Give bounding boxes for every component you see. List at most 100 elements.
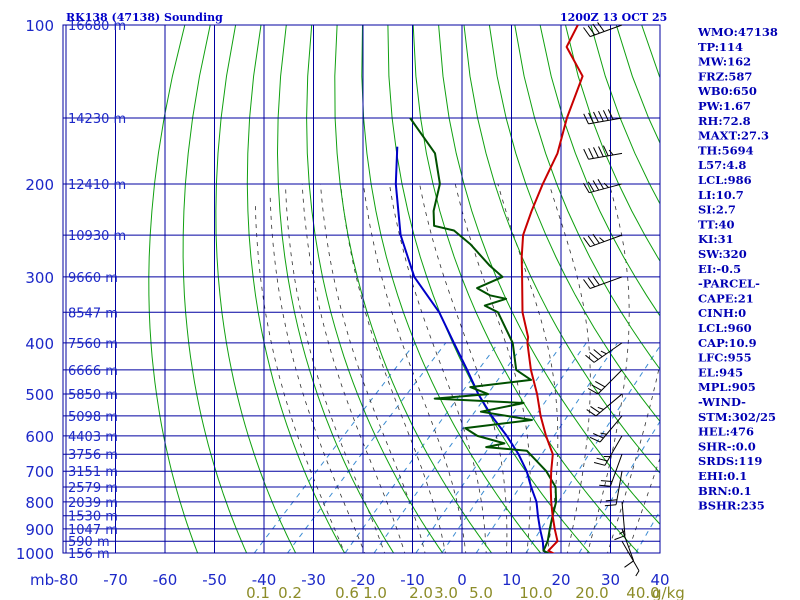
chart-title: RK138 (47138) Sounding (66, 11, 223, 24)
dry-adiabat (276, 25, 395, 553)
pressure-tick-label: 400 (25, 335, 54, 353)
x-tick-label: -80 (54, 571, 79, 589)
wind-barb-flag (583, 237, 591, 247)
wind-barb-flag (592, 275, 600, 286)
index-item: TT:40 (698, 217, 735, 231)
wind-barb-flag (593, 147, 599, 158)
dry-adiabat (215, 25, 297, 553)
index-item: CAPE:21 (698, 291, 754, 305)
pressure-tick-label: 1000 (16, 545, 54, 563)
index-item: TP:114 (698, 40, 743, 54)
mixing-ratio-line (578, 420, 660, 553)
mixing-ratio-label: 20.0 (575, 584, 608, 600)
wind-barb-staff (609, 454, 623, 487)
wind-barb (621, 540, 640, 577)
wind-barb (583, 145, 623, 160)
dry-adiabat (412, 25, 640, 553)
wind-barb-flag (607, 109, 614, 120)
dry-adiabat (387, 25, 591, 553)
x-tick-label: 40 (650, 571, 669, 589)
height-tick-label: 2579 m (68, 481, 118, 496)
pressure-tick-label: 700 (25, 463, 54, 481)
wind-barb-staff (588, 117, 623, 125)
height-tick-label: 3151 m (68, 465, 118, 480)
index-item: RH:72.8 (698, 114, 751, 128)
wind-barb-flag (595, 380, 606, 388)
height-tick-label: 590 m (68, 535, 110, 550)
index-item: MW:162 (698, 55, 751, 69)
wind-barb-flag (583, 182, 590, 193)
dry-adiabat (361, 25, 542, 553)
wind-barb-flag (602, 145, 609, 157)
index-item: -WIND- (698, 395, 746, 409)
wind-barb-flag (588, 112, 594, 124)
height-tick-label: 8547 m (68, 306, 118, 321)
height-tick-label: 12410 m (68, 178, 126, 193)
wind-barb-flag (598, 110, 604, 122)
wind-barb (614, 501, 626, 541)
wind-barb-flag (592, 23, 600, 34)
dry-adiabat (590, 25, 660, 205)
index-item: SRDS:119 (698, 454, 762, 468)
height-tick-label: 6666 m (68, 364, 118, 379)
index-item: -PARCEL- (698, 277, 760, 291)
wind-barb-flag (597, 178, 605, 190)
index-item: BRN:0.1 (698, 484, 752, 498)
wind-barb-flag (591, 384, 602, 391)
wind-barb-flag (604, 504, 617, 507)
parcel-trace (394, 146, 551, 553)
wind-barb-flag (600, 350, 607, 355)
moist-adiabat (301, 183, 406, 553)
wind-barb (585, 342, 623, 363)
mixing-ratio-label: 5.0 (469, 584, 493, 600)
wind-barb-flag (602, 110, 609, 121)
height-tick-label: 10930 m (68, 229, 126, 244)
height-tick-label: 16680 m (68, 19, 126, 34)
wind-barb-flag (587, 235, 596, 246)
dry-adiabat (794, 25, 800, 564)
index-item: TH:5694 (698, 143, 754, 157)
x-tick-label: 30 (601, 571, 620, 589)
x-tick-label: -70 (103, 571, 128, 589)
wind-barb-staff (599, 415, 623, 443)
wind-barb-flag (592, 233, 600, 244)
wind-barb-flag (583, 279, 591, 289)
moist-adiabat (255, 205, 346, 553)
mixing-ratio-line (253, 342, 416, 553)
dry-adiabat (182, 25, 248, 553)
height-tick-label: 7560 m (68, 337, 118, 352)
wind-barb-staff (615, 471, 623, 505)
wind-barb (604, 471, 623, 507)
index-item: WB0:650 (697, 84, 757, 98)
index-item: LFC:955 (698, 351, 752, 365)
wind-barb-flag (597, 406, 604, 410)
index-item: CINH:0 (698, 306, 746, 320)
mixing-ratio-label: 10.0 (519, 584, 552, 600)
wind-barb (583, 178, 623, 194)
wind-barb (589, 415, 623, 443)
wind-barb-staff (589, 234, 623, 248)
wind-barb-flag (597, 22, 605, 32)
x-tick-label: 10 (502, 571, 521, 589)
index-item: FRZ:587 (698, 69, 752, 83)
mixing-ratio-label: 3.0 (434, 584, 458, 600)
wind-barb-flag (624, 560, 634, 568)
wind-barb-staff (621, 501, 626, 536)
moist-adiabat (320, 183, 426, 553)
grid (62, 24, 661, 554)
mixing-ratio-label: 1.0 (363, 584, 387, 600)
moist-adiabat (389, 183, 487, 553)
wind-barb-flag (587, 25, 596, 36)
index-item: CAP:10.9 (698, 336, 757, 350)
wind-barb-staff (589, 24, 623, 38)
wind-barb-flag (608, 149, 614, 156)
y-unit-label: mb (30, 571, 54, 589)
wind-barbs (583, 22, 640, 577)
wind-barb-staff (604, 435, 623, 466)
pressure-tick-label: 800 (25, 494, 54, 512)
wind-barb-staff (621, 540, 640, 571)
wind-barb-flag (587, 387, 599, 395)
wind-barb-flag (603, 182, 609, 188)
index-item: EI:-0.5 (698, 262, 741, 276)
height-tick-label: 1530 m (68, 510, 118, 525)
